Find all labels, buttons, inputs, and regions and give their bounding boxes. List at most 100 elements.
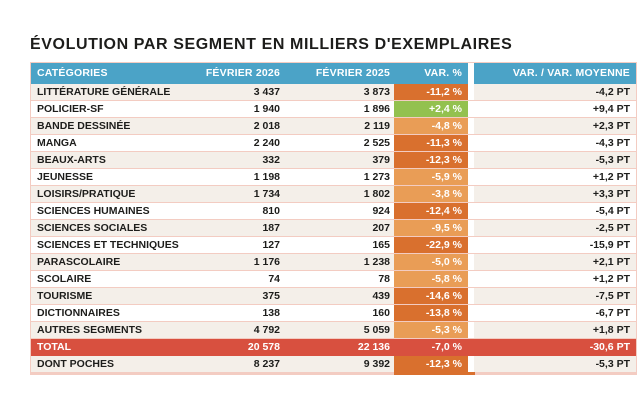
feb-2025-cell: 9 392 <box>284 356 394 373</box>
feb-2025-cell: 78 <box>284 271 394 288</box>
var-avg-cell: +9,4 PT <box>474 101 636 118</box>
table-row: MANGA 2 240 2 525 -11,3 % -4,3 PT <box>31 135 636 152</box>
table-row: SCIENCES ET TECHNIQUES 127 165 -22,9 % -… <box>31 237 636 254</box>
var-avg-cell: -15,9 PT <box>474 237 636 254</box>
feb-2025-cell: 1 273 <box>284 169 394 186</box>
var-pct-cell: -14,6 % <box>394 288 468 305</box>
category-cell: JEUNESSE <box>31 169 180 186</box>
feb-2025-cell: 1 238 <box>284 254 394 271</box>
feb-2026-cell: 20 578 <box>180 339 284 356</box>
category-cell: DICTIONNAIRES <box>31 305 180 322</box>
table-row: POLICIER-SF 1 940 1 896 +2,4 % +9,4 PT <box>31 101 636 118</box>
row-gap-cell <box>468 254 474 271</box>
column-header-var-pct: VAR. % <box>394 63 468 84</box>
category-cell: TOTAL <box>31 339 180 356</box>
row-gap-cell <box>468 305 474 322</box>
category-cell: SCIENCES ET TECHNIQUES <box>31 237 180 254</box>
var-pct-cell: -13,8 % <box>394 305 468 322</box>
category-cell: LOISIRS/PRATIQUE <box>31 186 180 203</box>
var-avg-cell: -5,3 PT <box>474 356 636 373</box>
var-pct-cell: -5,3 % <box>394 322 468 339</box>
row-gap-cell <box>468 152 474 169</box>
category-cell: TOURISME <box>31 288 180 305</box>
var-pct-cell: +2,4 % <box>394 101 468 118</box>
var-pct-cell: -4,8 % <box>394 118 468 135</box>
table-row: BEAUX-ARTS 332 379 -12,3 % -5,3 PT <box>31 152 636 169</box>
feb-2025-cell: 2 525 <box>284 135 394 152</box>
table-row: BANDE DESSINÉE 2 018 2 119 -4,8 % +2,3 P… <box>31 118 636 135</box>
var-avg-cell: +3,3 PT <box>474 186 636 203</box>
var-pct-bottom-accent <box>394 372 475 375</box>
column-header-fevrier-2025: FÉVRIER 2025 <box>284 63 394 84</box>
var-pct-cell: -7,0 % <box>394 339 468 356</box>
var-avg-cell: -30,6 PT <box>474 339 636 356</box>
feb-2025-cell: 207 <box>284 220 394 237</box>
table-body: LITTÉRATURE GÉNÉRALE 3 437 3 873 -11,2 %… <box>31 84 636 373</box>
table-row: SCOLAIRE 74 78 -5,8 % +1,2 PT <box>31 271 636 288</box>
feb-2026-cell: 1 176 <box>180 254 284 271</box>
var-pct-cell: -22,9 % <box>394 237 468 254</box>
row-gap-cell <box>468 271 474 288</box>
page-title: ÉVOLUTION PAR SEGMENT EN MILLIERS D'EXEM… <box>30 36 513 53</box>
feb-2025-cell: 1 896 <box>284 101 394 118</box>
var-avg-cell: +1,2 PT <box>474 169 636 186</box>
var-pct-cell: -12,3 % <box>394 356 468 373</box>
var-pct-cell: -3,8 % <box>394 186 468 203</box>
feb-2025-cell: 22 136 <box>284 339 394 356</box>
row-gap-cell <box>468 118 474 135</box>
feb-2026-cell: 2 018 <box>180 118 284 135</box>
feb-2026-cell: 4 792 <box>180 322 284 339</box>
column-header-var-moyenne: VAR. / VAR. MOYENNE <box>474 63 636 84</box>
feb-2025-cell: 924 <box>284 203 394 220</box>
row-gap-cell <box>468 322 474 339</box>
row-gap-cell <box>468 339 474 356</box>
row-gap-cell <box>468 203 474 220</box>
table-row: TOURISME 375 439 -14,6 % -7,5 PT <box>31 288 636 305</box>
feb-2025-cell: 379 <box>284 152 394 169</box>
category-cell: PARASCOLAIRE <box>31 254 180 271</box>
feb-2026-cell: 74 <box>180 271 284 288</box>
var-avg-cell: -7,5 PT <box>474 288 636 305</box>
category-cell: DONT POCHES <box>31 356 180 373</box>
category-cell: SCOLAIRE <box>31 271 180 288</box>
var-avg-cell: +1,2 PT <box>474 271 636 288</box>
table-row: DONT POCHES 8 237 9 392 -12,3 % -5,3 PT <box>31 356 636 373</box>
var-pct-cell: -5,9 % <box>394 169 468 186</box>
column-header-fevrier-2026: FÉVRIER 2026 <box>180 63 284 84</box>
row-gap-cell <box>468 101 474 118</box>
table-row: SCIENCES HUMAINES 810 924 -12,4 % -5,4 P… <box>31 203 636 220</box>
row-gap-cell <box>468 169 474 186</box>
category-cell: BEAUX-ARTS <box>31 152 180 169</box>
feb-2026-cell: 3 437 <box>180 84 284 101</box>
var-pct-cell: -9,5 % <box>394 220 468 237</box>
var-pct-cell: -12,3 % <box>394 152 468 169</box>
table-row: PARASCOLAIRE 1 176 1 238 -5,0 % +2,1 PT <box>31 254 636 271</box>
table-row: AUTRES SEGMENTS 4 792 5 059 -5,3 % +1,8 … <box>31 322 636 339</box>
table-row: DICTIONNAIRES 138 160 -13,8 % -6,7 PT <box>31 305 636 322</box>
var-avg-cell: -5,4 PT <box>474 203 636 220</box>
var-avg-cell: +2,1 PT <box>474 254 636 271</box>
feb-2026-cell: 1 734 <box>180 186 284 203</box>
var-pct-cell: -11,2 % <box>394 84 468 101</box>
category-cell: POLICIER-SF <box>31 101 180 118</box>
feb-2026-cell: 375 <box>180 288 284 305</box>
var-pct-cell: -5,0 % <box>394 254 468 271</box>
feb-2025-cell: 1 802 <box>284 186 394 203</box>
feb-2025-cell: 160 <box>284 305 394 322</box>
var-pct-cell: -11,3 % <box>394 135 468 152</box>
feb-2026-cell: 138 <box>180 305 284 322</box>
row-gap-cell <box>468 288 474 305</box>
table-bottom-border <box>31 372 636 375</box>
category-cell: AUTRES SEGMENTS <box>31 322 180 339</box>
feb-2025-cell: 439 <box>284 288 394 305</box>
var-avg-cell: -5,3 PT <box>474 152 636 169</box>
feb-2026-cell: 187 <box>180 220 284 237</box>
var-avg-cell: -2,5 PT <box>474 220 636 237</box>
row-gap-cell <box>468 135 474 152</box>
table-row: TOTAL 20 578 22 136 -7,0 % -30,6 PT <box>31 339 636 356</box>
feb-2025-cell: 2 119 <box>284 118 394 135</box>
table-row: LOISIRS/PRATIQUE 1 734 1 802 -3,8 % +3,3… <box>31 186 636 203</box>
var-avg-cell: -4,2 PT <box>474 84 636 101</box>
stats-table: CATÉGORIES FÉVRIER 2026 FÉVRIER 2025 VAR… <box>30 62 637 375</box>
